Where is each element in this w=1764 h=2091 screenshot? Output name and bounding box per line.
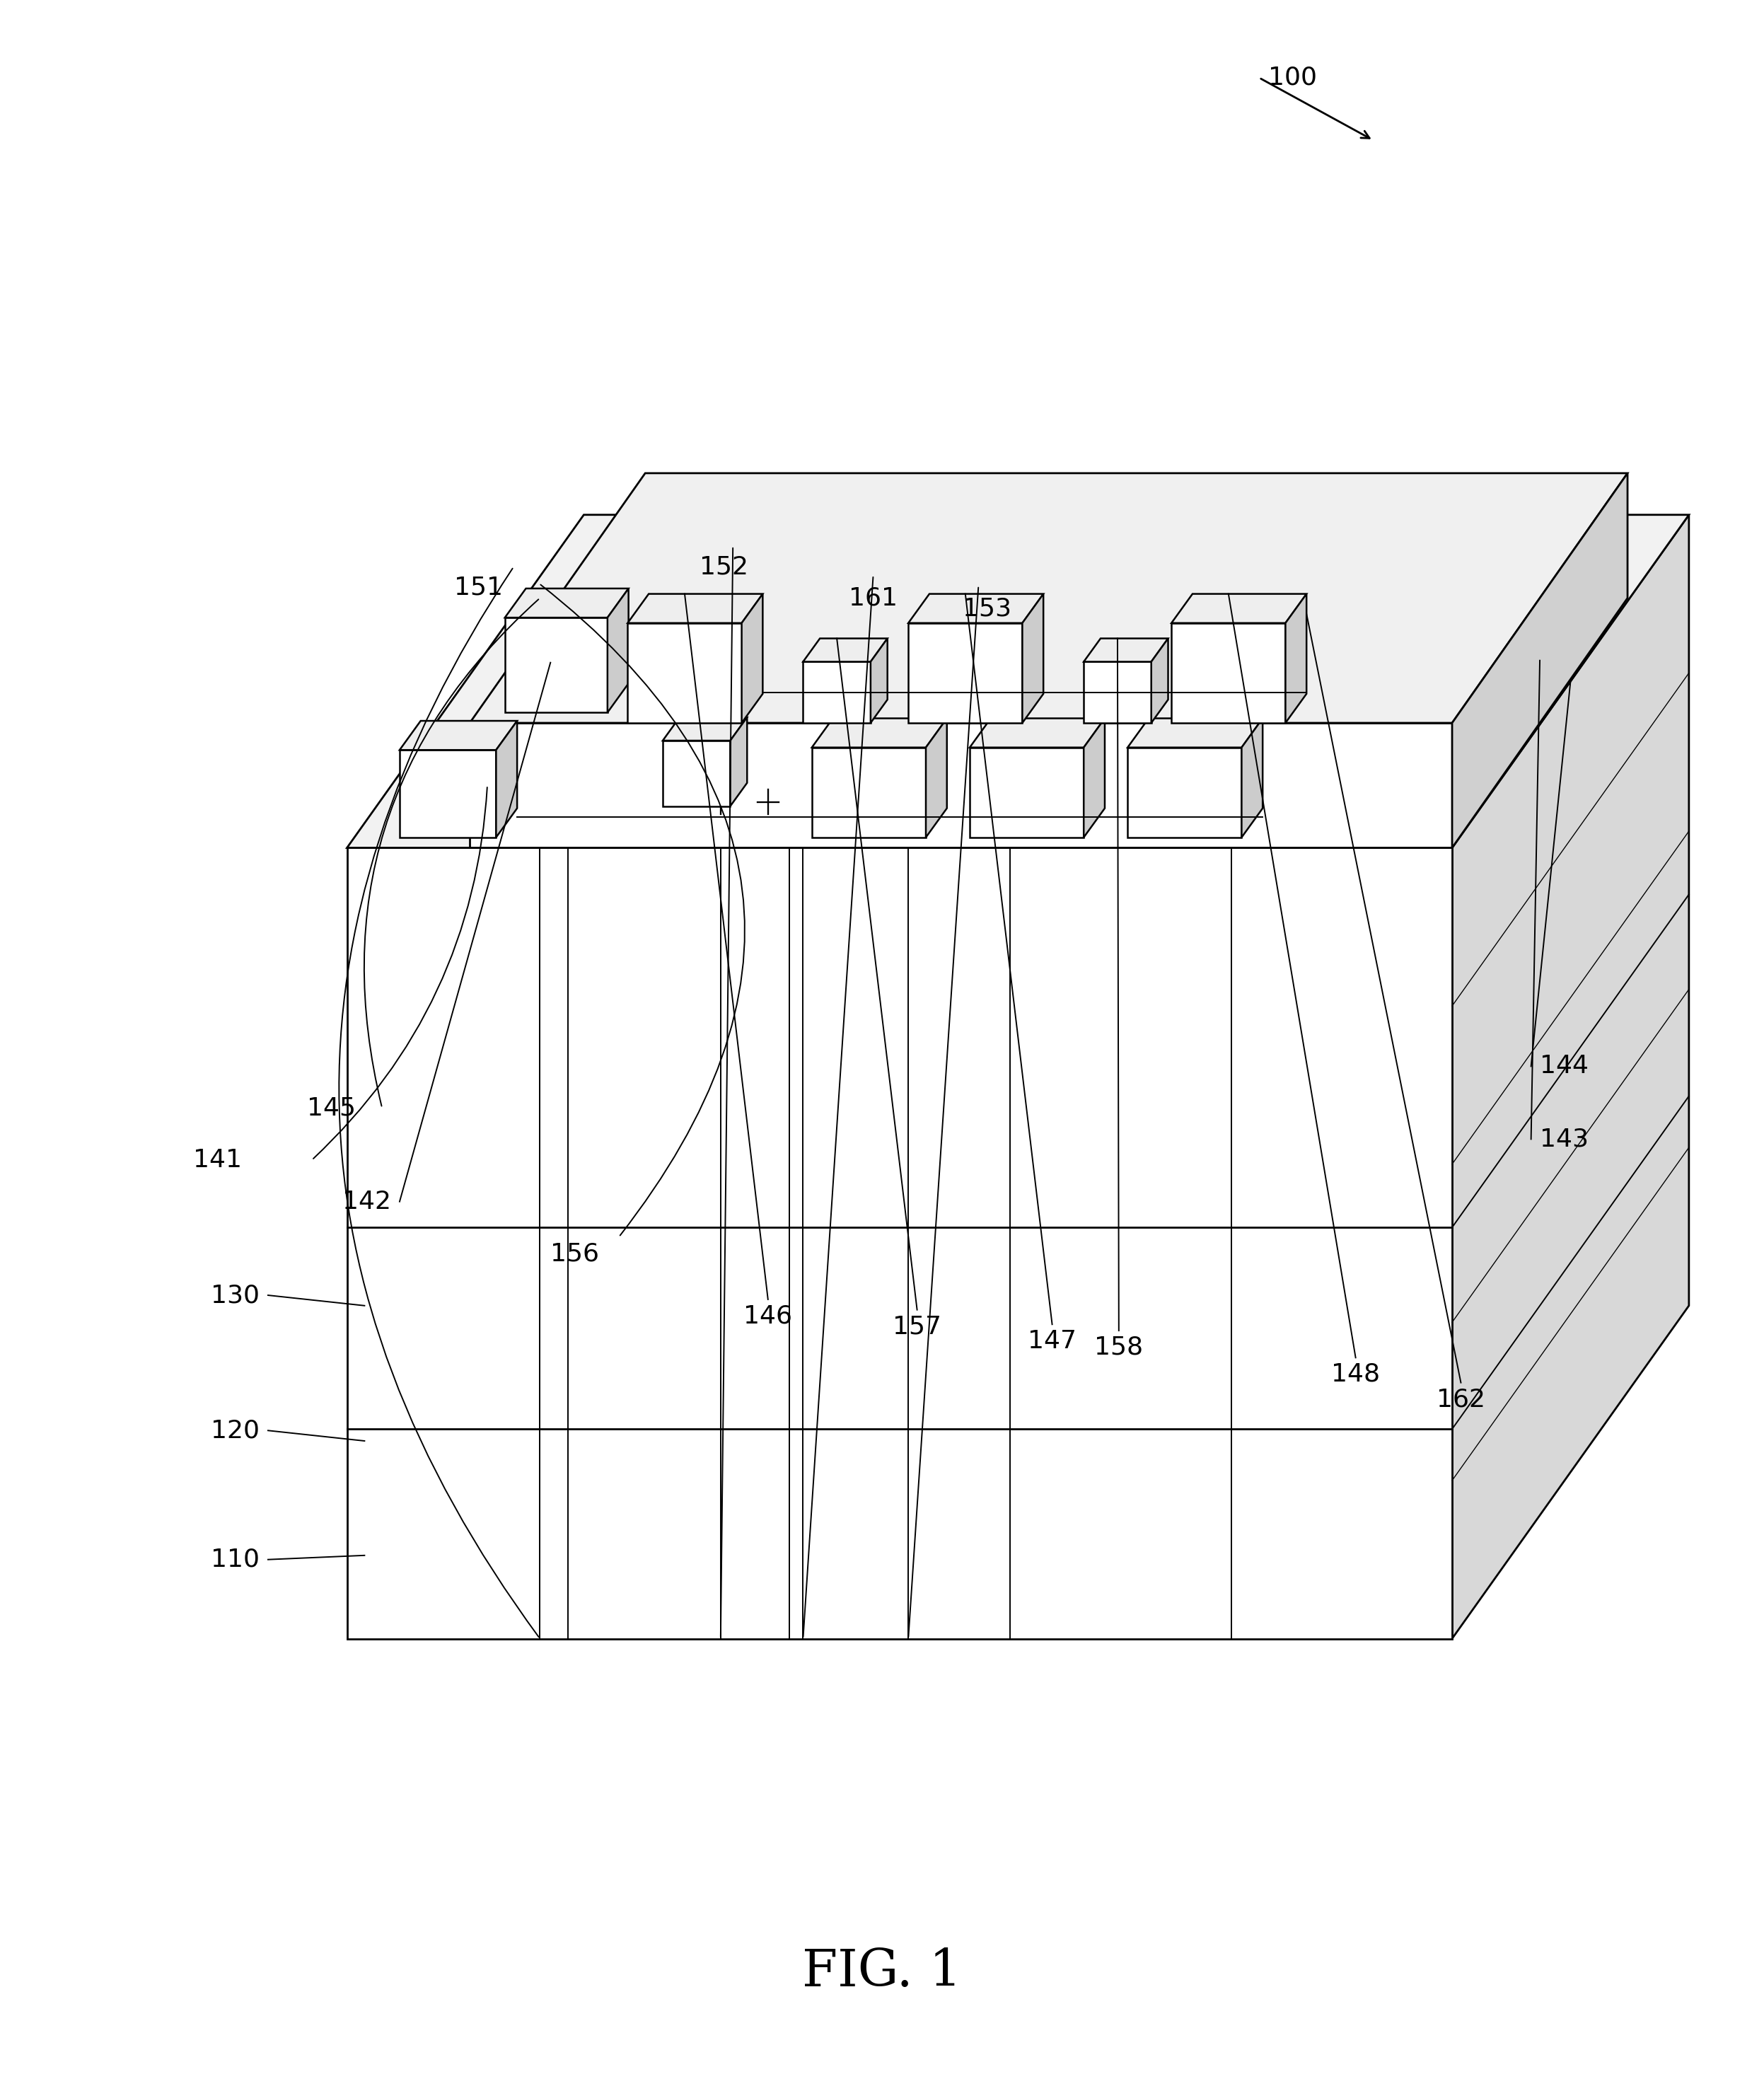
Text: 142: 142 xyxy=(342,1190,392,1213)
Polygon shape xyxy=(505,617,607,713)
Polygon shape xyxy=(607,588,628,713)
Text: 146: 146 xyxy=(744,1305,792,1328)
Text: 156: 156 xyxy=(550,1242,600,1265)
Text: 141: 141 xyxy=(192,1148,242,1171)
Polygon shape xyxy=(1171,594,1307,623)
Polygon shape xyxy=(1286,594,1307,723)
Text: 147: 147 xyxy=(1028,1330,1076,1353)
Polygon shape xyxy=(908,594,1043,623)
Text: 151: 151 xyxy=(453,575,503,600)
Polygon shape xyxy=(469,473,1628,723)
Polygon shape xyxy=(348,514,1688,847)
Polygon shape xyxy=(628,623,741,723)
Polygon shape xyxy=(970,746,1083,836)
Polygon shape xyxy=(730,717,748,807)
Polygon shape xyxy=(400,721,517,751)
Polygon shape xyxy=(1127,719,1263,746)
Text: 148: 148 xyxy=(1332,1363,1379,1386)
Polygon shape xyxy=(1083,661,1152,723)
Polygon shape xyxy=(1171,623,1286,723)
Text: 130: 130 xyxy=(210,1284,259,1307)
Polygon shape xyxy=(1452,514,1688,1639)
Polygon shape xyxy=(803,638,887,661)
Text: 162: 162 xyxy=(1436,1386,1485,1411)
Polygon shape xyxy=(926,719,947,836)
Polygon shape xyxy=(663,717,748,740)
Text: 157: 157 xyxy=(893,1315,942,1338)
Polygon shape xyxy=(1083,719,1104,836)
Polygon shape xyxy=(505,588,628,617)
Text: FIG. 1: FIG. 1 xyxy=(803,1947,961,1997)
Polygon shape xyxy=(803,661,871,723)
Text: 100: 100 xyxy=(1268,65,1316,90)
Text: 145: 145 xyxy=(307,1096,356,1121)
Polygon shape xyxy=(348,847,1452,1639)
Text: 161: 161 xyxy=(848,585,898,611)
Text: 120: 120 xyxy=(210,1418,259,1443)
Text: 110: 110 xyxy=(210,1547,259,1572)
Text: 152: 152 xyxy=(700,554,748,579)
Polygon shape xyxy=(1242,719,1263,836)
Text: 144: 144 xyxy=(1540,1054,1589,1079)
Polygon shape xyxy=(663,740,730,807)
Text: 153: 153 xyxy=(963,596,1011,621)
Polygon shape xyxy=(908,623,1023,723)
Polygon shape xyxy=(1127,746,1242,836)
Polygon shape xyxy=(469,723,1452,847)
Polygon shape xyxy=(628,594,762,623)
Polygon shape xyxy=(1023,594,1043,723)
Polygon shape xyxy=(1083,638,1168,661)
Polygon shape xyxy=(400,751,496,836)
Text: 143: 143 xyxy=(1540,1127,1589,1152)
Polygon shape xyxy=(1152,638,1168,723)
Polygon shape xyxy=(871,638,887,723)
Polygon shape xyxy=(811,746,926,836)
Text: 158: 158 xyxy=(1094,1336,1143,1359)
Polygon shape xyxy=(741,594,762,723)
Polygon shape xyxy=(811,719,947,746)
Polygon shape xyxy=(496,721,517,836)
Polygon shape xyxy=(1452,473,1628,847)
Polygon shape xyxy=(970,719,1104,746)
